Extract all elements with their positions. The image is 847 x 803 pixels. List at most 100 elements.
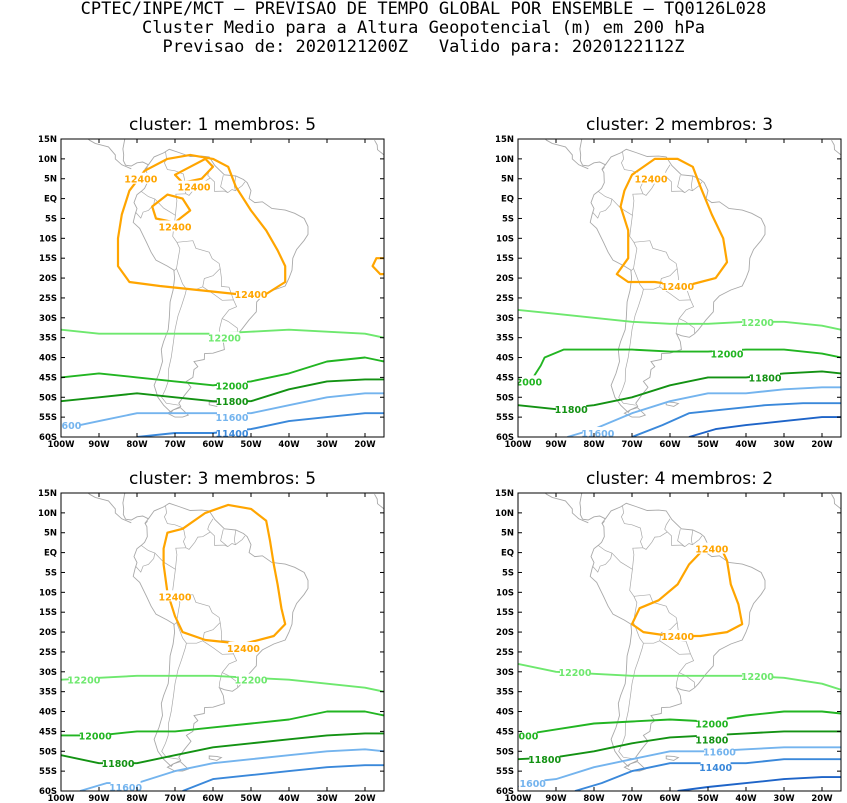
- country-border: [220, 175, 229, 193]
- contour-label-bg: [704, 745, 735, 757]
- contour-label-bg: [518, 375, 541, 387]
- country-border: [161, 622, 187, 760]
- y-tick-label: 60S: [39, 433, 57, 443]
- contour-label-bg: [750, 371, 780, 383]
- y-tick-label: 5S: [502, 214, 514, 224]
- country-border: [618, 622, 644, 760]
- x-tick-label: 90W: [88, 794, 110, 803]
- x-tick-label: 50W: [697, 794, 719, 803]
- panel-title: cluster: 2 membros: 3: [586, 115, 773, 135]
- x-tick-label: 80W: [126, 440, 148, 450]
- x-tick-label: 90W: [88, 440, 110, 450]
- panel-frame: [517, 138, 842, 438]
- panel-title: cluster: 3 membros: 5: [129, 469, 316, 489]
- x-tick-label: 70W: [164, 440, 186, 450]
- y-tick-label: 35S: [496, 688, 514, 698]
- y-tick-label: 15S: [39, 254, 57, 264]
- contour-label: 12400: [158, 592, 191, 603]
- country-border: [678, 318, 696, 334]
- country-border: [677, 175, 686, 193]
- contour-label: 12200: [558, 668, 591, 679]
- x-tick-label: 80W: [583, 440, 605, 450]
- figure-header: CPTEC/INPE/MCT – PREVISAO DE TEMPO GLOBA…: [0, 0, 847, 57]
- x-tick-label: 100W: [504, 440, 532, 450]
- y-tick-label: 45S: [496, 373, 514, 383]
- country-border: [220, 529, 229, 547]
- country-border: [144, 520, 148, 525]
- contour-12000: [518, 348, 841, 383]
- coastline-falklands: [665, 755, 680, 761]
- contour-label: 12200: [741, 318, 774, 329]
- contour-label: 11800: [215, 397, 248, 408]
- panel-frame: [517, 492, 842, 792]
- contour-label-bg: [217, 427, 247, 437]
- contour-label-bg: [125, 172, 156, 184]
- x-tick-label: 50W: [697, 440, 719, 450]
- y-tick-label: 45S: [39, 727, 57, 737]
- contour-label: 11600: [703, 747, 736, 758]
- contour-label: 12200: [67, 676, 100, 687]
- y-tick-label: 15N: [38, 135, 57, 145]
- x-tick-label: 30W: [773, 794, 795, 803]
- contour-label-bg: [217, 411, 247, 423]
- x-tick-label: 60W: [202, 794, 224, 803]
- coastline-africa: [374, 493, 384, 510]
- country-border: [207, 518, 214, 533]
- contour-label-bg: [68, 673, 99, 685]
- x-tick-label: 70W: [621, 440, 643, 450]
- contour-12000: [518, 710, 841, 737]
- x-tick-label: 90W: [545, 440, 567, 450]
- y-tick-label: 30S: [496, 314, 514, 324]
- x-tick-label: 60W: [659, 794, 681, 803]
- x-tick-label: 60W: [202, 440, 224, 450]
- x-tick-label: 40W: [735, 440, 757, 450]
- contour-label-bg: [700, 761, 731, 773]
- contour-label: 12000: [79, 731, 112, 742]
- country-border: [219, 268, 234, 301]
- x-tick-label: 40W: [278, 440, 300, 450]
- y-tick-label: 30S: [39, 668, 57, 678]
- y-tick-label: 50S: [39, 747, 57, 757]
- coastline-tierra-del-fuego: [623, 407, 647, 418]
- contour-label-bg: [61, 419, 80, 431]
- contour-label: 12400: [695, 545, 728, 556]
- country-border: [633, 594, 678, 623]
- contour-11800: [518, 730, 841, 761]
- y-tick-label: 10S: [39, 234, 57, 244]
- contour-12400: [371, 257, 384, 276]
- country-border: [135, 552, 156, 573]
- contour-11200: [677, 776, 841, 791]
- coastline-south-america: [132, 502, 309, 768]
- contour-11200: [688, 416, 841, 437]
- coastline-central-america-pacific: [544, 493, 589, 524]
- country-border: [601, 166, 605, 171]
- panel-frame: [60, 138, 385, 438]
- contour-label: 12400: [158, 222, 191, 233]
- contour-label: 12000: [509, 377, 542, 388]
- country-border: [677, 529, 686, 547]
- country-border: [186, 622, 221, 644]
- contour-label-bg: [518, 729, 537, 741]
- x-tick-label: 100W: [47, 794, 75, 803]
- contour-label: 12400: [661, 282, 694, 293]
- y-tick-label: 35S: [39, 334, 57, 344]
- panel-plot-area: 12400 12400 12200 12000 12000 11800 11800 11600: [509, 139, 841, 437]
- x-tick-label: 80W: [583, 794, 605, 803]
- contour-label-bg: [179, 180, 209, 192]
- y-tick-label: 5N: [501, 529, 514, 539]
- country-border: [597, 545, 644, 570]
- country-border: [135, 198, 156, 219]
- contour-label: 12200: [208, 334, 241, 345]
- y-tick-label: 50S: [39, 393, 57, 403]
- y-tick-label: 30S: [496, 668, 514, 678]
- y-tick-label: 10N: [495, 509, 514, 519]
- contour-label: 12400: [661, 632, 694, 643]
- country-border: [221, 653, 238, 673]
- contour-label: 12000: [710, 350, 743, 361]
- y-tick-label: EQ: [501, 549, 514, 559]
- contour-label-bg: [662, 630, 693, 642]
- panel-plot-area: 12400 12400 12200 12200 12000 11800 11600: [61, 493, 384, 791]
- contour-label: 11600: [48, 421, 81, 432]
- y-tick-label: 5S: [45, 568, 57, 578]
